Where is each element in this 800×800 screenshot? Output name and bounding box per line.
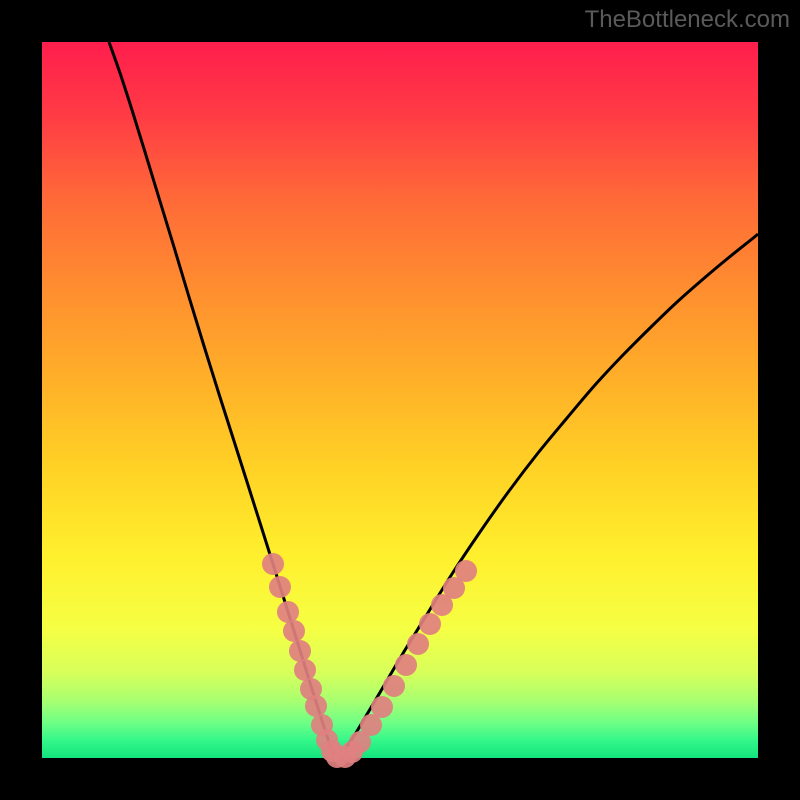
watermark-text: TheBottleneck.com: [585, 6, 790, 34]
dots-layer: [42, 42, 758, 758]
data-dot: [455, 560, 477, 582]
data-dot: [383, 675, 405, 697]
data-dot: [419, 613, 441, 635]
data-dot: [283, 620, 305, 642]
data-dot: [407, 633, 429, 655]
data-dot: [371, 696, 393, 718]
data-dot: [395, 654, 417, 676]
plot-area: [42, 42, 758, 758]
data-dot: [262, 553, 284, 575]
data-dot: [269, 576, 291, 598]
